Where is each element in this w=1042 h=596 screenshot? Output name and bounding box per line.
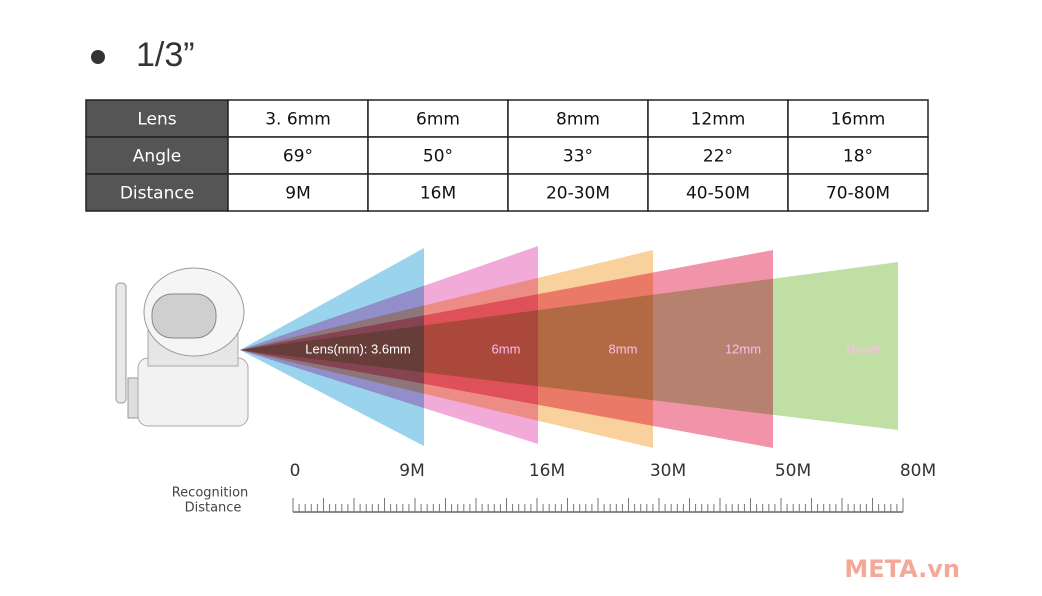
cell-text: 12mm — [691, 110, 746, 130]
table-cell — [507, 136, 649, 175]
cell-text: 16M — [420, 184, 456, 204]
cell-text: 8mm — [556, 110, 600, 130]
lens-label: 8mm — [609, 341, 638, 356]
title: 1/3” — [136, 36, 195, 74]
table-cell — [85, 173, 229, 212]
cell-text: 3. 6mm — [265, 110, 331, 130]
cell-text: 40-50M — [686, 184, 750, 204]
cell-text: 70-80M — [826, 184, 890, 204]
cell-text: 9M — [285, 184, 310, 204]
lens-label: Lens(mm): 3.6mm — [305, 341, 410, 356]
camera — [115, 267, 249, 427]
lens-label: 6mm — [492, 341, 521, 356]
ruler: 0 9M 16M 30M 50M 80M — [290, 461, 936, 513]
scale-label: 9M — [399, 461, 424, 481]
fields-of-view — [240, 246, 898, 448]
cell-text: 50° — [423, 147, 453, 167]
table-cell — [787, 173, 929, 212]
cell-text: 16mm — [831, 110, 886, 130]
scale-label: 30M — [650, 461, 686, 481]
cell-text: 22° — [703, 147, 733, 167]
scale-title: Recognition — [172, 486, 249, 501]
table-cell — [787, 136, 929, 175]
table-cell — [227, 99, 369, 138]
lens-labels: Lens(mm): 3.6mm 6mm 8mm 12mm 16mm — [305, 341, 880, 356]
table-cell — [647, 173, 789, 212]
scale-label: 0 — [290, 461, 301, 481]
cell-text: 20-30M — [546, 184, 610, 204]
row-header: Lens — [137, 110, 176, 130]
cell-text: 18° — [843, 147, 873, 167]
scale-title: Distance — [185, 501, 242, 516]
scale-label: 80M — [900, 461, 936, 481]
scale-label: 50M — [775, 461, 811, 481]
bullet — [91, 50, 105, 64]
spec-table: Lens 3. 6mm 6mm 8mm 12mm 16mm Angle 69° 50° 33° 22… — [85, 99, 929, 212]
lens-label: 12mm — [725, 341, 761, 356]
cell-text: 69° — [283, 147, 313, 167]
row-header: Distance — [120, 184, 194, 204]
table-cell — [507, 173, 649, 212]
cell-text: 6mm — [416, 110, 460, 130]
cone-3-6mm — [240, 248, 424, 446]
table-cell — [787, 99, 929, 138]
table-cell — [227, 173, 369, 212]
table-cell — [227, 136, 369, 175]
scale-label: 16M — [529, 461, 565, 481]
table-cell — [85, 99, 229, 138]
row-header: Angle — [133, 147, 181, 167]
lens-label: 16mm — [844, 341, 880, 356]
watermark: META.vn — [844, 555, 960, 583]
cell-text: 33° — [563, 147, 593, 167]
